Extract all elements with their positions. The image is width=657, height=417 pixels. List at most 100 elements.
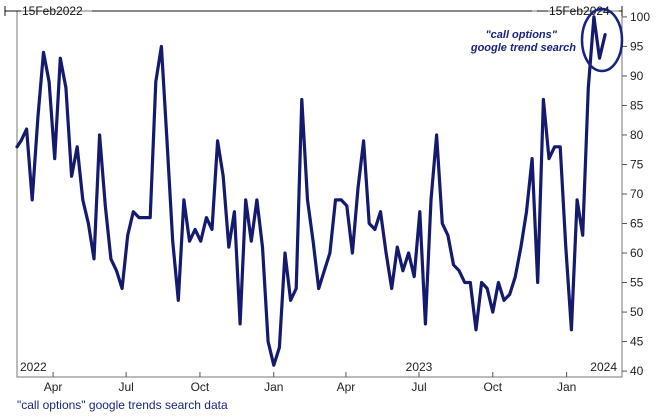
y-tick-label: 65 <box>630 217 644 231</box>
data-point <box>339 198 343 202</box>
range-bracket <box>4 6 623 16</box>
data-point <box>575 198 579 202</box>
data-point <box>205 216 208 219</box>
data-point <box>81 198 84 202</box>
data-point <box>104 204 107 208</box>
data-point <box>216 139 219 143</box>
data-point <box>306 198 309 202</box>
annotation-line-2: google trend search <box>470 42 576 54</box>
data-point <box>15 145 19 148</box>
data-point <box>283 251 287 255</box>
x-tick-label: Apr <box>44 380 63 394</box>
series-line <box>15 15 607 367</box>
data-point <box>519 245 523 249</box>
data-point <box>36 116 40 119</box>
data-point <box>64 86 68 89</box>
data-point <box>525 210 528 213</box>
data-point <box>47 80 51 84</box>
data-point <box>356 186 360 190</box>
data-point <box>289 299 292 302</box>
y-tick-label: 75 <box>630 157 644 171</box>
data-point <box>334 198 337 202</box>
data-point <box>143 216 146 219</box>
data-point <box>317 287 320 290</box>
y-tick-label: 50 <box>630 305 644 319</box>
plot-frame <box>16 10 623 378</box>
data-point <box>115 269 118 272</box>
data-point <box>502 299 506 302</box>
data-point <box>384 251 388 255</box>
data-point <box>480 281 483 284</box>
data-point <box>238 322 242 326</box>
y-tick-label: 90 <box>630 69 644 83</box>
x-tick-label: Apr <box>337 380 356 394</box>
data-point <box>401 269 405 272</box>
data-point <box>424 322 427 326</box>
data-point <box>171 240 174 243</box>
data-point <box>70 175 73 178</box>
data-point <box>126 234 129 237</box>
range-end-label: 15Feb2024 <box>549 4 610 18</box>
data-point <box>92 257 96 261</box>
data-point <box>53 157 56 160</box>
data-point <box>222 175 225 178</box>
y-tick-label: 40 <box>630 364 644 378</box>
data-point <box>300 98 304 101</box>
data-point <box>109 257 113 261</box>
data-point <box>598 57 601 60</box>
y-tick-label: 45 <box>630 335 644 349</box>
data-point <box>25 127 28 131</box>
data-point <box>559 145 562 148</box>
y-tick-label: 60 <box>630 246 644 260</box>
data-point <box>491 310 495 314</box>
data-point <box>564 245 568 249</box>
data-point <box>530 157 534 160</box>
data-point <box>542 98 545 101</box>
year-label: 2024 <box>590 360 617 374</box>
highlight-circle <box>580 7 624 73</box>
y-tick-label: 85 <box>630 98 644 112</box>
data-point <box>148 216 152 219</box>
data-point <box>457 269 461 272</box>
series-layer <box>15 15 607 367</box>
data-point <box>469 281 472 284</box>
x-tick-label: Jul <box>411 380 426 394</box>
data-point <box>508 293 511 296</box>
year-label: 2022 <box>20 360 47 374</box>
data-point <box>227 245 231 249</box>
data-point <box>497 281 500 284</box>
data-point <box>412 275 416 278</box>
data-point <box>132 210 135 213</box>
data-point <box>603 33 607 36</box>
data-point <box>182 198 186 202</box>
data-point <box>536 281 539 284</box>
data-point <box>407 251 410 255</box>
data-point <box>441 222 444 225</box>
x-tick-label: Jan <box>557 380 576 394</box>
y-axis: 40 45 50 55 60 65 70 75 80 85 90 95 100 <box>622 10 650 378</box>
data-point <box>435 133 438 137</box>
data-point <box>42 51 45 54</box>
data-point <box>581 234 584 237</box>
data-point <box>177 299 180 302</box>
data-point <box>160 45 163 48</box>
data-point <box>446 234 450 237</box>
x-tick-label: Jan <box>264 380 283 394</box>
data-point <box>87 222 90 225</box>
x-tick-label: Oct <box>191 380 210 394</box>
data-point <box>295 287 298 290</box>
data-point <box>418 210 421 213</box>
data-point <box>553 145 556 148</box>
data-point <box>452 263 455 267</box>
data-point <box>278 346 281 349</box>
data-point <box>587 86 590 89</box>
x-tick-label: Jul <box>118 380 133 394</box>
data-point <box>396 245 399 249</box>
data-point <box>373 228 377 231</box>
data-point <box>120 287 124 290</box>
x-axis: Apr Jul Oct Jan Apr Jul Oct Jan 2022 2023 2024 <box>20 360 617 394</box>
data-point <box>463 281 466 284</box>
data-point <box>323 269 326 272</box>
data-point <box>154 80 158 84</box>
